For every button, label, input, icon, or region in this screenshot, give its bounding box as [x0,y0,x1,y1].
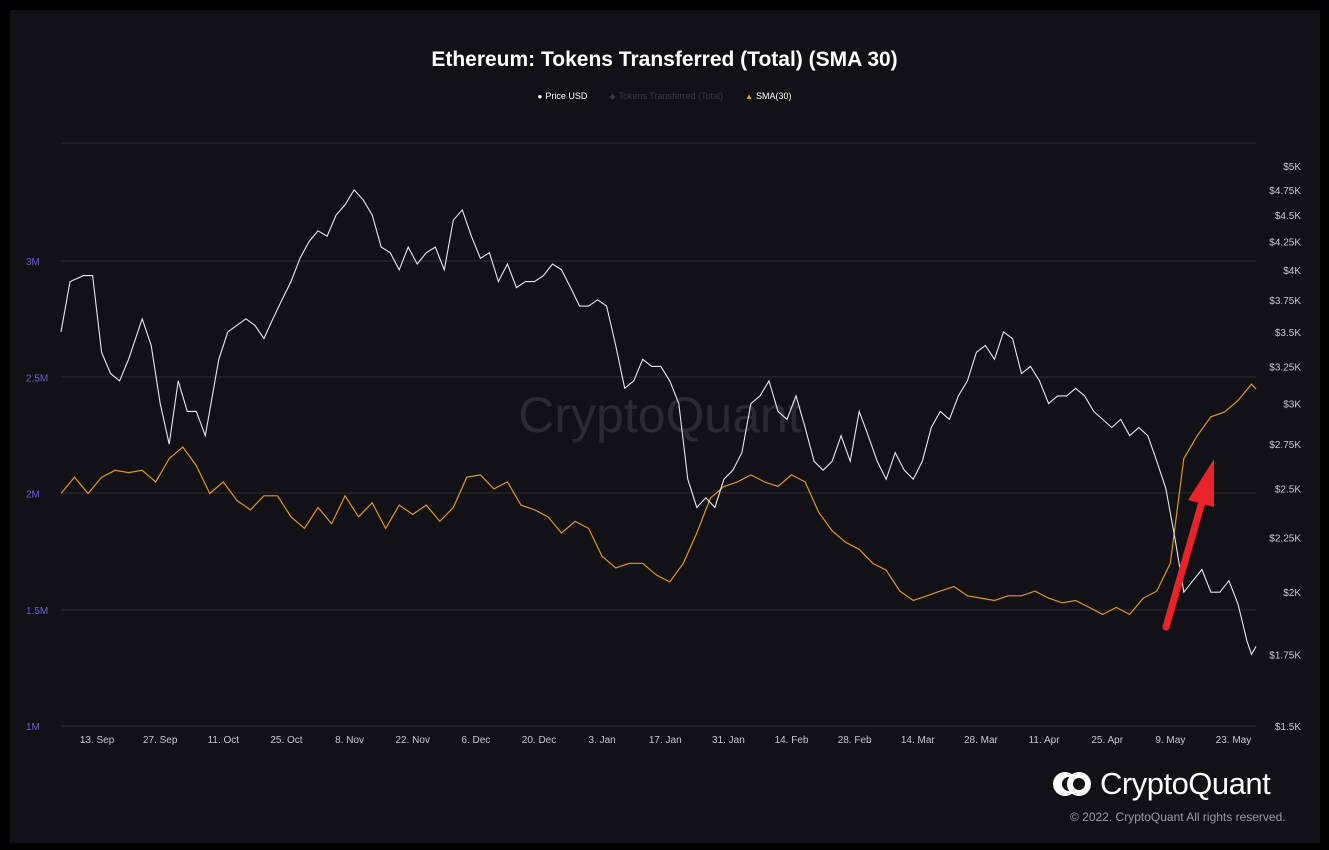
x-axis-tick-label: 23. May [1216,735,1252,746]
right-axis-tick-label: $5K [1283,162,1301,173]
x-axis-tick-label: 20. Dec [522,735,556,746]
x-axis-tick-label: 22. Nov [396,735,430,746]
logo-text: CryptoQuant [1100,766,1271,801]
x-axis-tick-label: 3. Jan [589,735,616,746]
legend-item-price[interactable]: ● Price USD [538,91,588,101]
up-arrow-icon [1162,459,1214,631]
copyright-text: © 2022. CryptoQuant All rights reserved. [1070,810,1286,824]
right-axis-tick-label: $2.5K [1275,484,1301,495]
x-axis-tick-label: 11. Oct [208,735,240,746]
left-axis: 1M 1.5M 2M 2.5M 3M [26,257,48,733]
x-axis-tick-label: 28. Feb [838,735,872,746]
x-axis-tick-label: 13. Sep [80,735,115,746]
triangle-marker-icon: ▲ [745,91,753,101]
left-axis-tick-label: 1.5M [26,606,48,617]
cryptoquant-logo: CryptoQuant [1052,766,1271,802]
sma30-line [60,383,1257,616]
cryptoquant-logo-icon [1053,772,1091,796]
x-axis: 13. Sep 27. Sep 11. Oct 25. Oct 8. Nov 22. No… [80,735,1251,746]
right-axis-tick-label: $2.75K [1269,440,1301,451]
grid-lines [61,142,1256,727]
right-axis-tick-label: $3K [1283,400,1301,411]
x-axis-tick-label: 14. Feb [775,735,809,746]
left-axis-tick-label: 3M [26,257,40,268]
legend-label: SMA(30) [755,91,792,101]
x-axis-tick-label: 6. Dec [461,735,490,746]
diamond-marker-icon: ◆ [609,91,616,101]
legend-item-tokens-transferred[interactable]: ◆ Tokens Transferred (Total) [609,91,723,101]
watermark: CryptoQuant [518,387,802,443]
right-axis-tick-label: $2.25K [1269,533,1301,544]
right-axis-tick-label: $4.25K [1269,238,1301,249]
chart-panel [10,10,1320,843]
right-axis-tick-label: $3.75K [1269,296,1301,307]
x-axis-tick-label: 9. May [1155,735,1185,746]
x-axis-tick-label: 27. Sep [143,735,178,746]
x-axis-tick-label: 8. Nov [335,735,364,746]
x-axis-tick-label: 25. Oct [270,735,302,746]
x-axis-tick-label: 28. Mar [964,735,999,746]
right-axis-tick-label: $4K [1283,266,1301,277]
left-axis-tick-label: 2.5M [26,373,48,384]
right-axis-tick-label: $1.5K [1275,722,1301,733]
chart-title: Ethereum: Tokens Transferred (Total) (SM… [431,48,898,71]
left-axis-tick-label: 1M [26,722,40,733]
left-axis-tick-label: 2M [26,490,40,501]
right-axis-tick-label: $2K [1283,588,1301,599]
x-axis-tick-label: 25. Apr [1091,735,1123,746]
x-axis-tick-label: 14. Mar [901,735,936,746]
legend-label: Price USD [545,91,588,101]
price-usd-line [60,188,1257,656]
right-axis-tick-label: $1.75K [1269,650,1301,661]
x-axis-tick-label: 31. Jan [712,735,745,746]
x-axis-tick-label: 17. Jan [649,735,682,746]
right-axis-tick-label: $4.75K [1269,186,1301,197]
right-axis: $1.5K $1.75K $2K $2.25K $2.5K $2.75K $3K $3.25K… [1269,162,1301,733]
right-axis-tick-label: $3.25K [1269,362,1301,373]
legend-item-sma30[interactable]: ▲ SMA(30) [745,91,791,101]
circle-marker-icon: ● [537,91,543,101]
x-axis-tick-label: 11. Apr [1029,735,1061,746]
right-axis-tick-label: $4.5K [1275,211,1301,222]
legend-label: Tokens Transferred (Total) [618,91,724,101]
chart-legend: ● Price USD ◆ Tokens Transferred (Total)… [0,91,1329,101]
right-axis-tick-label: $3.5K [1275,328,1301,339]
